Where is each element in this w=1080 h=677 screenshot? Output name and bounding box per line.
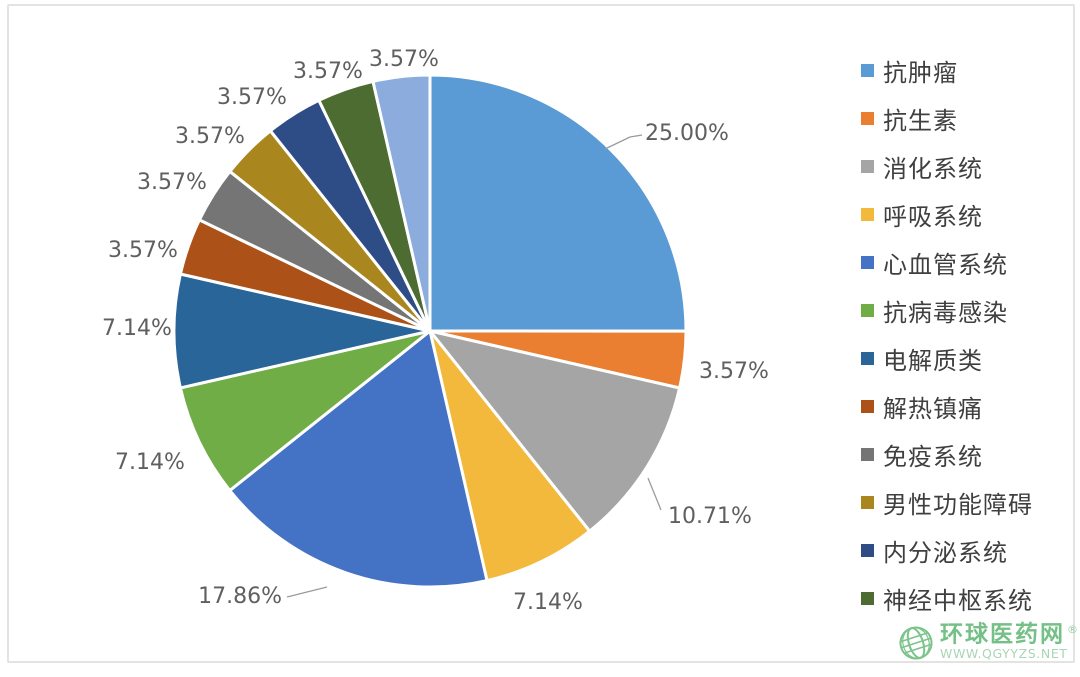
percent-label: 3.57% <box>217 85 287 110</box>
pie-slice <box>178 329 432 492</box>
watermark-name: 环球医药网 ® <box>940 618 1080 647</box>
legend-item-label: 心血管系统 <box>883 250 1008 279</box>
chart-legend: 抗肿瘤抗生素消化系统呼吸系统心血管系统抗病毒感染电解质类解热镇痛免疫系统男性功能… <box>861 46 1033 622</box>
legend-item: 内分泌系统 <box>861 526 1033 574</box>
legend-item: 呼吸系统 <box>861 190 1033 238</box>
legend-swatch-icon <box>861 591 874 605</box>
percent-label: 3.57% <box>293 59 363 84</box>
percent-label: 3.57% <box>699 359 769 384</box>
legend-swatch-icon <box>861 399 874 413</box>
legend-item: 电解质类 <box>861 334 1033 382</box>
legend-item-label: 抗肿瘤 <box>883 58 958 87</box>
pie-slice <box>228 329 489 589</box>
legend-swatch-icon <box>861 351 874 365</box>
legend-item: 消化系统 <box>861 142 1033 190</box>
legend-item: 免疫系统 <box>861 430 1033 478</box>
legend-swatch-icon <box>861 303 874 317</box>
percent-label: 3.57% <box>137 170 207 195</box>
label-leader-line <box>604 134 643 150</box>
percent-label: 7.14% <box>115 450 185 475</box>
watermark-name-text: 环球医药网 <box>940 621 1065 648</box>
legend-item-label: 解热镇痛 <box>883 394 983 423</box>
percent-label: 3.57% <box>175 124 245 149</box>
legend-item: 心血管系统 <box>861 238 1033 286</box>
legend-item-label: 内分泌系统 <box>883 538 1008 567</box>
pie-slice <box>172 272 432 390</box>
pie-slice <box>371 73 432 333</box>
legend-item-label: 消化系统 <box>883 154 983 183</box>
legend-swatch-icon <box>861 255 874 269</box>
pie-chart: 25.00% 3.57% 10.71% 7.14% 17.86% 7.14% 7.14% 3.… <box>102 47 769 615</box>
pie-slice <box>428 73 688 333</box>
percent-label: 7.14% <box>513 590 583 615</box>
legend-item: 解热镇痛 <box>861 382 1033 430</box>
label-leader-line <box>286 586 328 598</box>
percent-label: 17.86% <box>198 584 282 609</box>
legend-item-label: 神经中枢系统 <box>883 586 1033 615</box>
legend-swatch-icon <box>861 63 874 77</box>
legend-swatch-icon <box>861 447 874 461</box>
legend-item-label: 呼吸系统 <box>883 202 983 231</box>
label-leader-line <box>647 477 662 511</box>
percent-label: 3.57% <box>369 47 439 72</box>
percent-label: 10.71% <box>668 504 752 529</box>
legend-item: 神经中枢系统 <box>861 574 1033 622</box>
legend-item-label: 抗生素 <box>883 106 958 135</box>
legend-swatch-icon <box>861 207 874 221</box>
percent-label: 25.00% <box>645 121 729 146</box>
watermark: 环球医药网 ® WWW.QGYYZS.NET <box>897 618 1080 662</box>
percent-label: 3.57% <box>108 238 178 263</box>
watermark-url: WWW.QGYYZS.NET <box>940 645 1068 661</box>
legend-item: 抗病毒感染 <box>861 286 1033 334</box>
legend-item-label: 抗病毒感染 <box>883 298 1008 327</box>
legend-swatch-icon <box>861 159 874 173</box>
legend-swatch-icon <box>861 543 874 557</box>
legend-item-label: 男性功能障碍 <box>883 490 1033 519</box>
legend-item: 抗肿瘤 <box>861 46 1033 94</box>
percent-label: 7.14% <box>102 316 172 341</box>
registered-trademark-icon: ® <box>1067 623 1080 636</box>
globe-icon <box>899 626 933 660</box>
legend-item-label: 免疫系统 <box>883 442 983 471</box>
legend-item-label: 电解质类 <box>883 346 983 375</box>
legend-swatch-icon <box>861 495 874 509</box>
legend-item: 抗生素 <box>861 94 1033 142</box>
pie-slice <box>428 329 592 583</box>
legend-item: 男性功能障碍 <box>861 478 1033 526</box>
pie-slice <box>428 329 682 533</box>
legend-swatch-icon <box>861 111 874 125</box>
